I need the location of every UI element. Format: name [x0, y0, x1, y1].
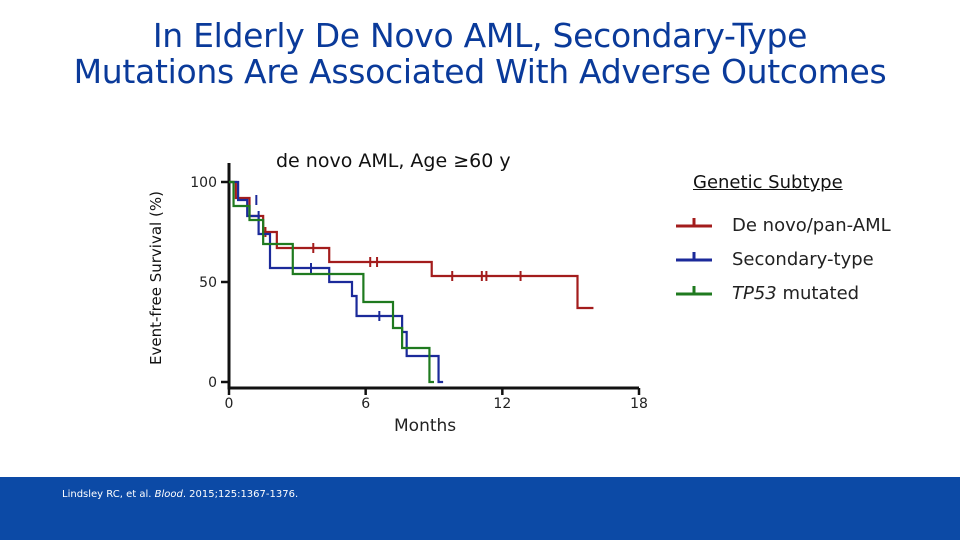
legend-item: Secondary-type: [676, 246, 936, 280]
x-tick-label: 0: [225, 396, 234, 412]
legend-label: Secondary-type: [732, 249, 874, 270]
slide-title: In Elderly De Novo AML, Secondary-Type M…: [0, 18, 960, 90]
footer-bar: [0, 477, 960, 540]
km-curve-tp53-mutated: [229, 180, 434, 384]
legend-swatch: [676, 286, 712, 296]
legend: De novo/pan-AML Secondary-type TP53 mutate…: [676, 212, 936, 314]
plot-axes: 0 50 100 0 6 12 18: [190, 163, 648, 412]
citation-details: . 2015;125:1367-1376.: [182, 489, 299, 500]
citation-journal: Blood: [154, 489, 183, 500]
y-tick-label: 50: [199, 275, 217, 291]
citation: Lindsley RC, et al. Blood. 2015;125:1367…: [62, 489, 298, 500]
legend-swatch: [676, 252, 712, 262]
x-axis-label: Months: [394, 416, 457, 436]
plot-series: [229, 180, 594, 384]
km-curve-secondary-type: [229, 180, 444, 384]
citation-authors: Lindsley RC, et al.: [62, 489, 155, 500]
x-tick-label: 18: [630, 396, 648, 412]
legend-label: De novo/pan-AML: [732, 215, 891, 236]
legend-swatch: [676, 218, 712, 228]
x-tick-label: 6: [361, 396, 370, 412]
legend-item: De novo/pan-AML: [676, 212, 936, 246]
legend-title: Genetic Subtype: [693, 172, 843, 193]
km-curve-de-novo-pan-aml: [229, 180, 594, 310]
legend-label: TP53 mutated: [732, 283, 860, 304]
y-tick-label: 0: [208, 375, 217, 391]
chart-title: de novo AML, Age ≥60 y: [276, 150, 511, 172]
slide-title-line2: Mutations Are Associated With Adverse Ou…: [73, 52, 887, 91]
legend-item: TP53 mutated: [676, 280, 936, 314]
slide-title-line1: In Elderly De Novo AML, Secondary-Type: [152, 16, 808, 55]
x-tick-label: 12: [493, 396, 511, 412]
y-tick-label: 100: [190, 175, 217, 191]
